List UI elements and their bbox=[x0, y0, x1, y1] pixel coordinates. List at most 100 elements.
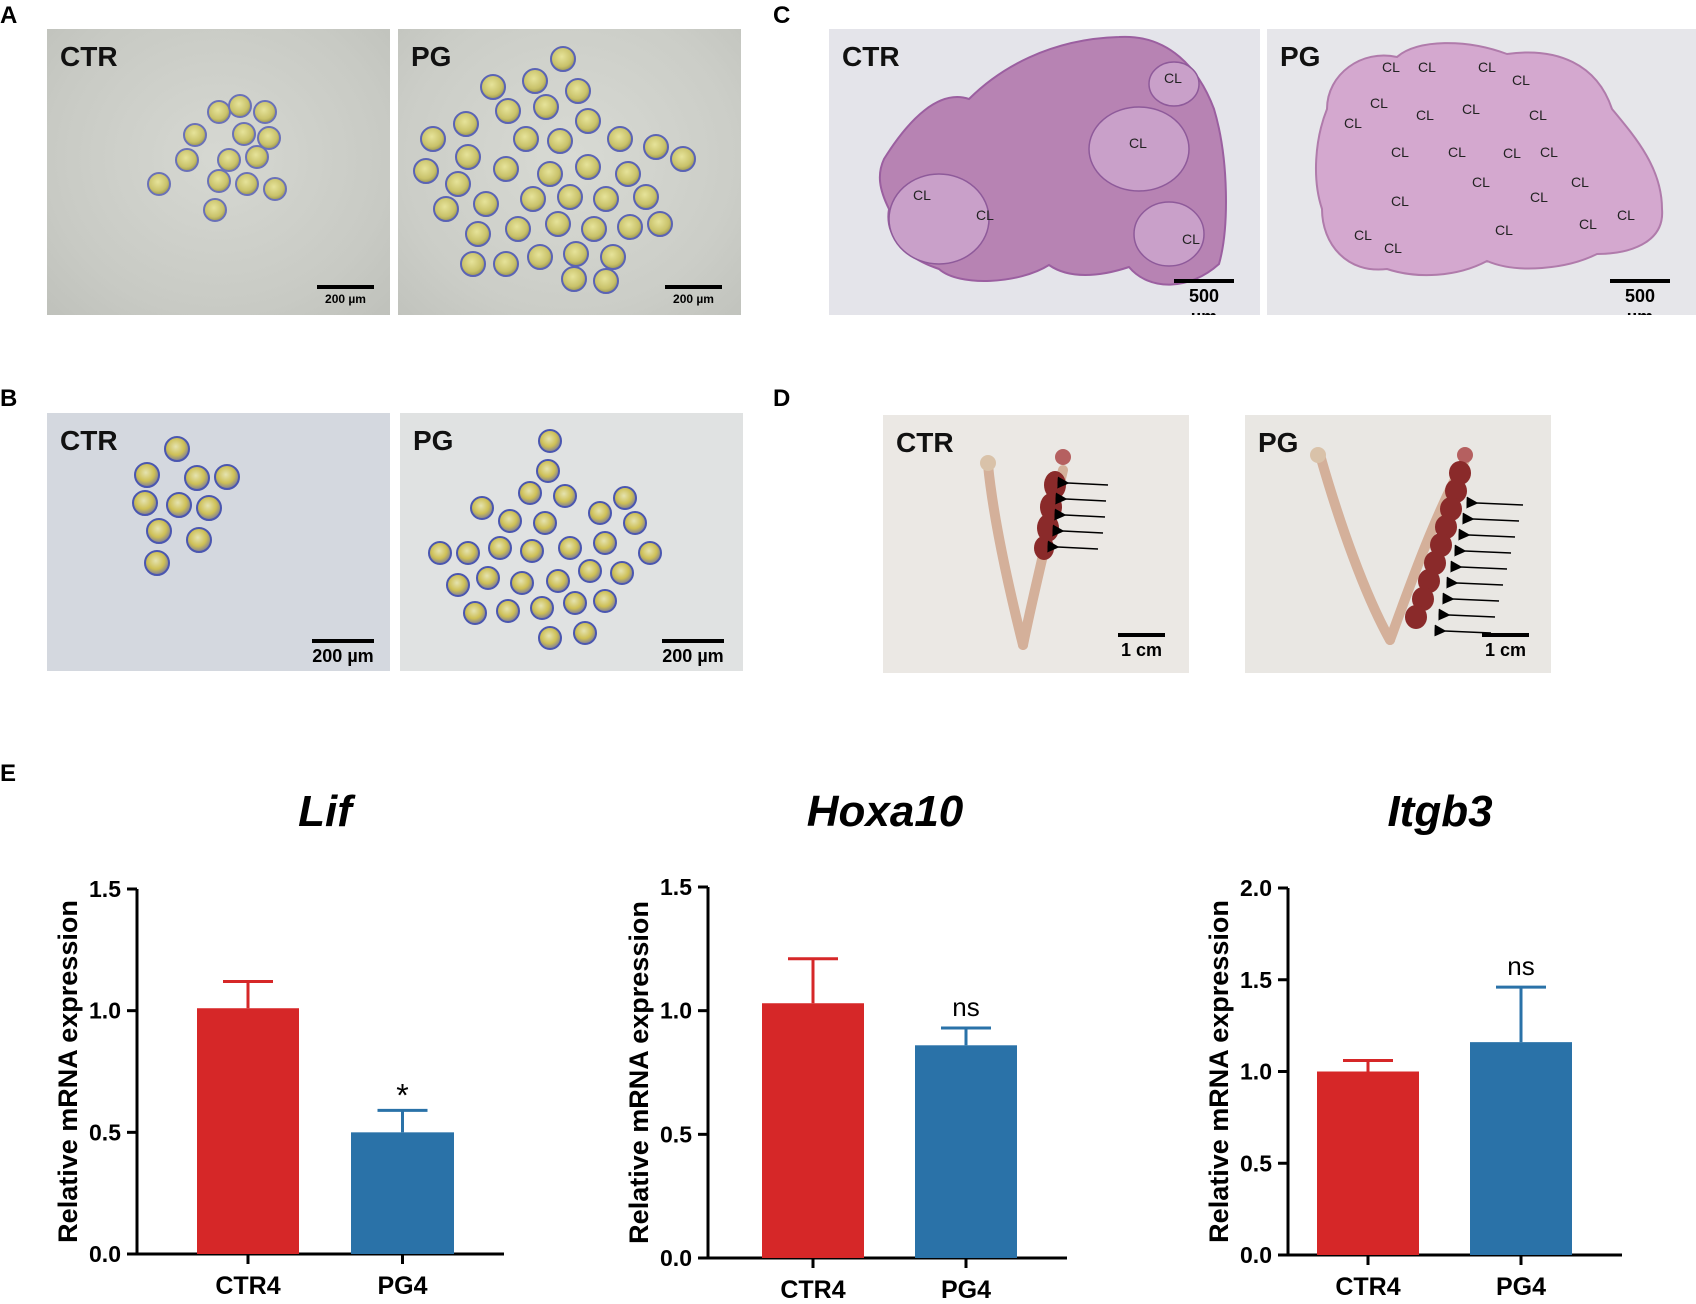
scale-bar-b-pg: 200 µm bbox=[662, 639, 724, 667]
ovary-section-ctr: CTR CL CL CL CL CL 500 µm bbox=[829, 29, 1260, 315]
significance-label: ns bbox=[1507, 951, 1534, 981]
scale-bar-a-ctr: 200 µm bbox=[317, 285, 374, 306]
cl-label: CL bbox=[1503, 145, 1521, 161]
x-tick-label: CTR4 bbox=[215, 1272, 280, 1300]
image-label-pg: PG bbox=[413, 425, 454, 456]
cl-label: CL bbox=[1344, 115, 1362, 131]
uterus-photo-ctr: CTR 1 cm bbox=[883, 415, 1189, 673]
significance-label: * bbox=[396, 1077, 408, 1113]
ovary-tissue-pg bbox=[1315, 42, 1664, 277]
cl-label: CL bbox=[1382, 59, 1400, 75]
y-axis-label: Relative mRNA expression bbox=[53, 900, 83, 1243]
image-label-pg: PG bbox=[411, 41, 452, 72]
y-tick-label: 0.0 bbox=[660, 1245, 692, 1271]
y-tick-label: 0.0 bbox=[1240, 1242, 1272, 1268]
image-label-ctr: CTR bbox=[60, 425, 118, 456]
y-tick-label: 0.5 bbox=[1240, 1150, 1272, 1176]
y-tick-label: 0.5 bbox=[660, 1121, 692, 1147]
y-axis-label: Relative mRNA expression bbox=[1204, 900, 1234, 1243]
panel-letter-b: B bbox=[0, 385, 18, 412]
scale-bar-c-pg: 500 µm bbox=[1610, 279, 1670, 315]
image-label-ctr: CTR bbox=[896, 427, 954, 458]
chart-title: Itgb3 bbox=[1387, 787, 1492, 836]
y-axis-label: Relative mRNA expression bbox=[624, 901, 654, 1244]
embryo-cluster-ctr bbox=[132, 436, 240, 576]
cl-label: CL bbox=[976, 207, 994, 223]
cl-label: CL bbox=[1416, 107, 1434, 123]
uterus-photo-pg: PG 1 cm bbox=[1245, 415, 1551, 673]
cl-label: CL bbox=[1495, 222, 1513, 238]
cl-label: CL bbox=[1448, 144, 1466, 160]
panel-letter-a: A bbox=[0, 2, 18, 29]
y-tick-label: 1.0 bbox=[1240, 1059, 1272, 1085]
y-tick-label: 1.5 bbox=[660, 874, 692, 900]
cl-label: CL bbox=[1391, 144, 1409, 160]
embryo-image-ctr: CTR 200 µm bbox=[47, 413, 390, 671]
ovary-section-pg: PG CL CL CL CL CL CL CL CL CL CL CL CL C… bbox=[1267, 29, 1696, 315]
oocyte-image-pg: PG 200 µm bbox=[398, 29, 741, 315]
cl-label: CL bbox=[913, 187, 931, 203]
cl-label: CL bbox=[1540, 144, 1558, 160]
cl-label: CL bbox=[1164, 70, 1182, 86]
oocyte-cluster-ctr bbox=[147, 94, 287, 222]
panel-letter-c: C bbox=[773, 2, 791, 29]
cl-label: CL bbox=[1462, 101, 1480, 117]
bar-pg4 bbox=[351, 1132, 454, 1254]
oocyte-image-ctr: CTR 200 µm bbox=[47, 29, 390, 315]
y-tick-label: 1.5 bbox=[1240, 967, 1272, 993]
panel-letter-e: E bbox=[0, 760, 17, 787]
embryo-image-pg: PG 200 µm bbox=[400, 413, 743, 671]
ovary-tissue-ctr bbox=[878, 35, 1227, 286]
x-tick-label: PG4 bbox=[941, 1276, 991, 1304]
x-tick-label: CTR4 bbox=[1335, 1273, 1400, 1301]
y-tick-label: 1.0 bbox=[89, 998, 121, 1024]
significance-label: ns bbox=[952, 992, 979, 1022]
image-label-ctr: CTR bbox=[60, 41, 118, 72]
cl-label: CL bbox=[1617, 207, 1635, 223]
uterus-horns-pg bbox=[1310, 447, 1524, 645]
chart-title: Hoxa10 bbox=[807, 787, 964, 836]
scale-bar-a-pg: 200 µm bbox=[665, 285, 722, 306]
cl-label: CL bbox=[1370, 95, 1388, 111]
cl-label: CL bbox=[1478, 59, 1496, 75]
cl-label: CL bbox=[1472, 174, 1490, 190]
cl-label: CL bbox=[1579, 216, 1597, 232]
bar-ctr4 bbox=[197, 1008, 299, 1254]
embryo-cluster-pg bbox=[428, 429, 662, 650]
bar-pg4 bbox=[915, 1045, 1017, 1258]
y-tick-label: 0.5 bbox=[89, 1119, 121, 1145]
x-tick-label: PG4 bbox=[1496, 1273, 1546, 1301]
scale-bar-c-ctr: 500 µm bbox=[1174, 279, 1234, 315]
uterus-horns-ctr bbox=[980, 449, 1109, 650]
image-label-pg: PG bbox=[1280, 41, 1321, 72]
bar-pg4 bbox=[1470, 1042, 1572, 1255]
x-tick-label: PG4 bbox=[377, 1272, 427, 1300]
y-tick-label: 1.0 bbox=[660, 998, 692, 1024]
cl-label: CL bbox=[1418, 59, 1436, 75]
chart-title: Lif bbox=[298, 787, 356, 836]
scale-bar-d-pg: 1 cm bbox=[1482, 633, 1529, 661]
cl-label: CL bbox=[1391, 193, 1409, 209]
image-label-pg: PG bbox=[1258, 427, 1299, 458]
oocyte-cluster-pg bbox=[413, 46, 696, 294]
bar-ctr4 bbox=[1317, 1071, 1419, 1255]
cl-label: CL bbox=[1129, 135, 1147, 151]
cl-label: CL bbox=[1571, 174, 1589, 190]
scale-bar-d-ctr: 1 cm bbox=[1118, 633, 1165, 661]
cl-label: CL bbox=[1182, 231, 1200, 247]
bar-ctr4 bbox=[762, 1003, 864, 1258]
y-tick-label: 0.0 bbox=[89, 1241, 121, 1267]
cl-label: CL bbox=[1512, 72, 1530, 88]
cl-label: CL bbox=[1384, 240, 1402, 256]
y-tick-label: 2.0 bbox=[1240, 875, 1272, 901]
x-tick-label: CTR4 bbox=[780, 1276, 845, 1304]
scale-bar-b-ctr: 200 µm bbox=[312, 639, 374, 667]
image-label-ctr: CTR bbox=[842, 41, 900, 72]
cl-label: CL bbox=[1354, 227, 1372, 243]
panel-letter-d: D bbox=[773, 385, 791, 412]
y-tick-label: 1.5 bbox=[89, 876, 121, 902]
cl-label: CL bbox=[1529, 107, 1547, 123]
